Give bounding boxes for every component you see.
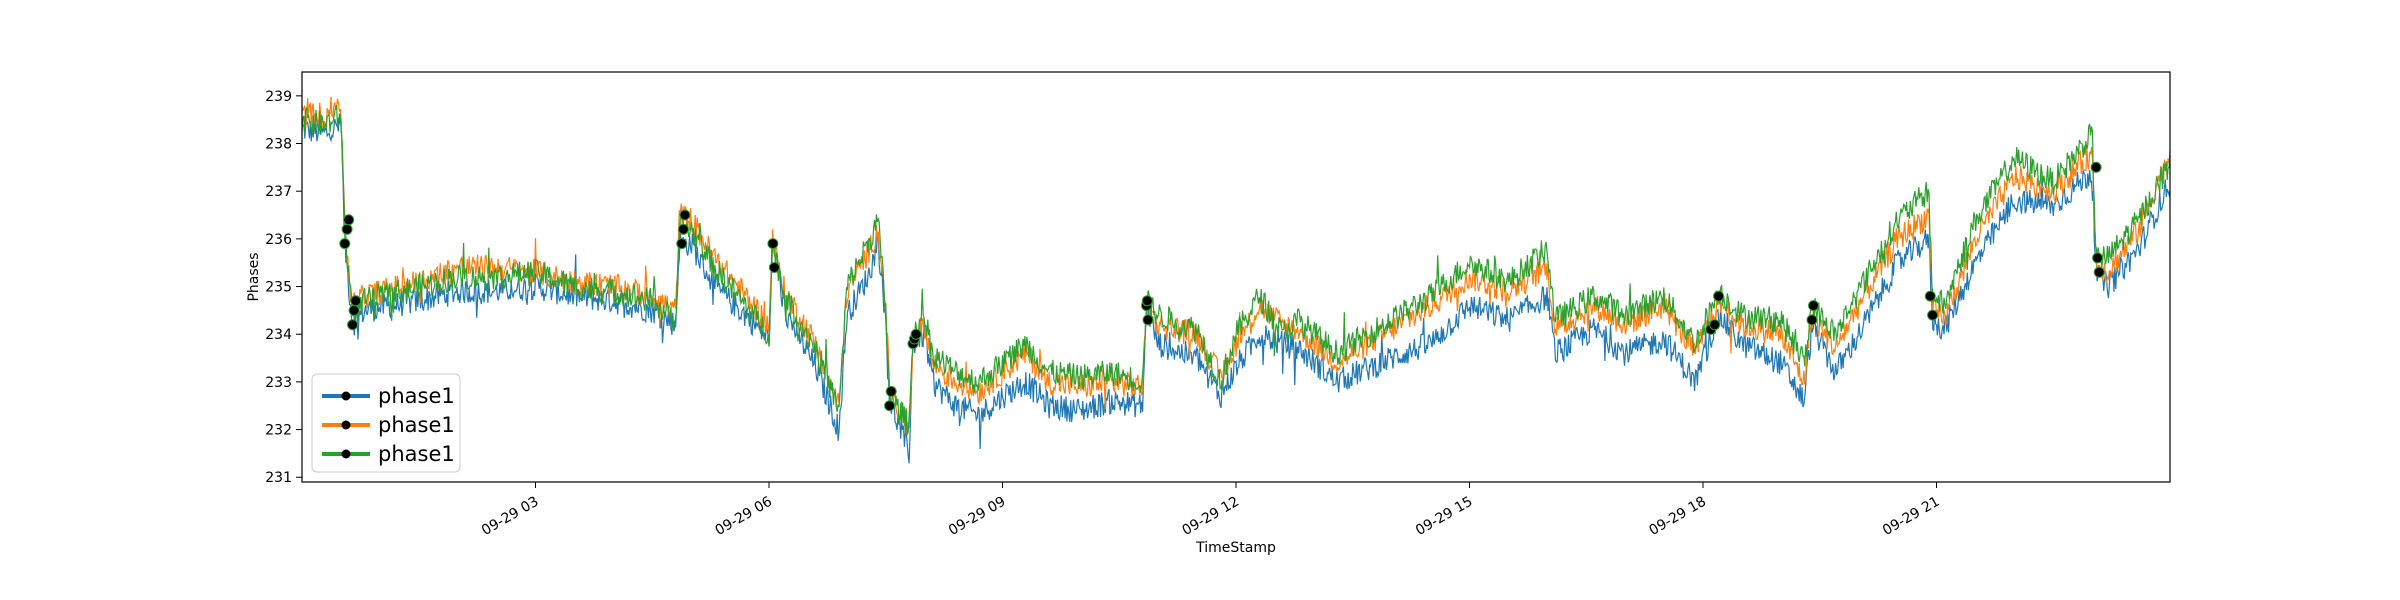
x-tick-label: 09-29 21: [1880, 494, 1943, 539]
x-tick-label: 09-29 06: [712, 494, 775, 539]
anomaly-marker: [1141, 295, 1153, 307]
anomaly-marker: [350, 295, 362, 307]
series-layer: [301, 96, 2171, 464]
anomaly-marker: [339, 238, 351, 250]
anomaly-marker: [341, 223, 353, 235]
anomaly-marker: [343, 214, 355, 226]
anomaly-marker: [1709, 319, 1721, 331]
legend-entry: phase1: [378, 442, 455, 466]
anomaly-marker: [347, 319, 359, 331]
x-tick-label: 09-29 09: [946, 494, 1009, 539]
legend: phase1 phase1 phase1: [311, 373, 461, 473]
y-tick-label: 231: [265, 470, 292, 486]
x-tick-label: 09-29 12: [1179, 494, 1242, 539]
y-tick-label: 235: [265, 280, 292, 296]
legend-marker: [341, 391, 351, 401]
anomaly-marker: [2093, 266, 2105, 278]
legend-entry: phase1: [378, 384, 455, 408]
y-tick-label: 239: [265, 89, 292, 105]
y-tick-label: 233: [265, 375, 292, 391]
y-axis-label: Phases: [246, 252, 262, 301]
x-tick-label: 09-29 18: [1646, 494, 1709, 539]
plot-area-frame: [301, 71, 2171, 483]
y-tick-label: 237: [265, 184, 292, 200]
anomaly-marker: [1713, 290, 1725, 302]
y-tick-label: 236: [265, 232, 292, 248]
anomaly-marker: [885, 385, 897, 397]
x-axis-label: TimeStamp: [1195, 540, 1276, 556]
y-tick-label: 232: [265, 423, 292, 439]
y-axis: 231 232 233 234 235 236 237 238 239: [265, 89, 302, 486]
anomaly-marker: [677, 223, 689, 235]
anomaly-marker: [910, 328, 922, 340]
marker-layer: [339, 161, 2105, 412]
series-line-3: [301, 104, 2171, 435]
anomaly-marker: [1806, 314, 1818, 326]
x-tick-label: 09-29 15: [1413, 494, 1476, 539]
anomaly-marker: [884, 400, 896, 412]
anomaly-marker: [1142, 314, 1154, 326]
legend-marker: [341, 449, 351, 459]
anomaly-marker: [2090, 161, 2102, 173]
series-line-1: [301, 113, 2171, 464]
y-tick-label: 234: [265, 327, 292, 343]
anomaly-marker: [676, 238, 688, 250]
x-axis: 09-29 03 09-29 06 09-29 09 09-29 12 09-29 15…: [479, 482, 1943, 539]
anomaly-marker: [348, 304, 360, 316]
x-tick-label: 09-29 03: [479, 494, 542, 539]
anomaly-marker: [1808, 300, 1819, 312]
anomaly-marker: [767, 238, 779, 250]
anomaly-marker: [679, 209, 691, 221]
series-line-2: [301, 96, 2171, 437]
y-tick-label: 238: [265, 137, 292, 153]
legend-entry: phase1: [378, 413, 455, 437]
anomaly-marker: [1927, 309, 1939, 321]
anomaly-marker: [2092, 252, 2104, 264]
anomaly-marker: [768, 262, 780, 273]
legend-marker: [341, 420, 351, 430]
anomaly-marker: [1924, 290, 1936, 302]
